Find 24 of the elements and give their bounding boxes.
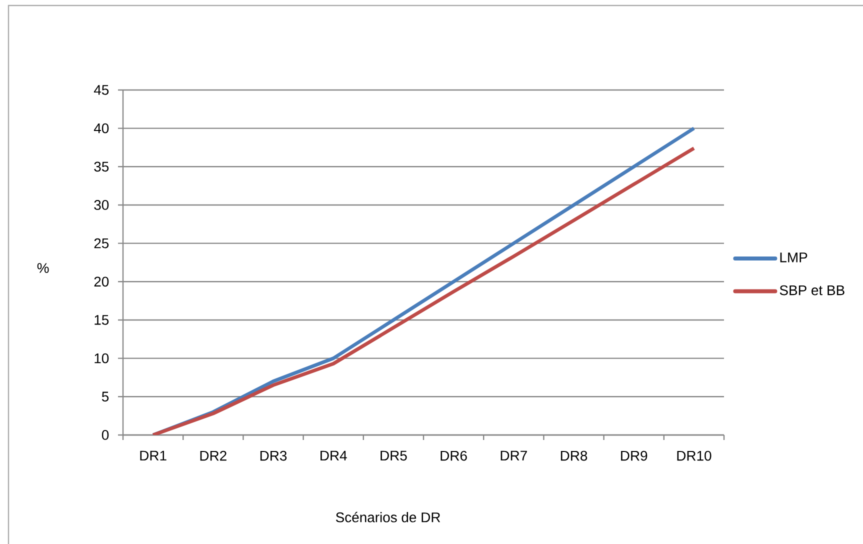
x-tick-label: DR1 <box>140 450 166 460</box>
x-tick-label: DR3 <box>260 450 287 461</box>
x-tick-label: DR6 <box>440 450 467 461</box>
y-tick-label: 45 <box>94 85 109 95</box>
legend-label: SBP et BB <box>780 285 844 296</box>
x-tick-label: DR5 <box>380 450 407 461</box>
y-tick-label: 20 <box>94 276 109 287</box>
y-tick-label: 15 <box>94 315 109 325</box>
y-axis-title: % <box>37 263 49 273</box>
x-tick-label: DR7 <box>500 450 527 460</box>
y-tick-label: 30 <box>94 200 109 210</box>
x-tick-label: DR4 <box>320 450 347 460</box>
x-tick-label: DR8 <box>560 450 588 461</box>
legend-label: LMP <box>780 252 808 262</box>
x-tick-label: DR10 <box>677 450 712 461</box>
y-tick-label: 10 <box>94 353 109 364</box>
x-axis-title: Scénarios de DR <box>336 512 440 522</box>
y-tick-label: 5 <box>102 392 109 402</box>
y-tick-label: 25 <box>94 238 109 248</box>
x-tick-label: DR2 <box>200 450 226 461</box>
y-tick-label: 35 <box>94 162 109 172</box>
y-tick-label: 0 <box>102 430 109 440</box>
y-tick-label: 40 <box>94 123 109 134</box>
x-tick-label: DR9 <box>621 450 648 461</box>
